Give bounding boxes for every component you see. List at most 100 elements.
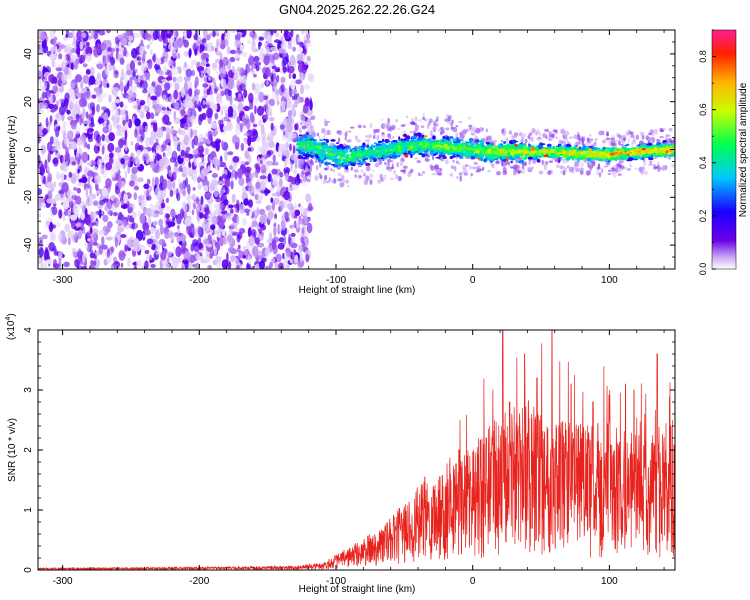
signal-fringe (397, 127, 400, 131)
signal-fringe (308, 168, 312, 174)
noise-blob (55, 112, 62, 122)
signal-fringe (390, 160, 394, 163)
noise-blob (300, 72, 304, 82)
noise-blob (219, 67, 227, 79)
noise-blob (254, 87, 259, 95)
signal-fringe (555, 164, 560, 168)
noise-blob (267, 211, 274, 220)
noise-blob (290, 232, 296, 237)
noise-blob (301, 64, 307, 74)
noise-blob (229, 49, 237, 55)
noise-blob (192, 226, 196, 237)
noise-blob (129, 206, 133, 213)
noise-blob (146, 44, 150, 49)
noise-blob (161, 78, 168, 83)
noise-blob (249, 98, 254, 110)
noise-blob (144, 229, 151, 236)
noise-blob (301, 176, 307, 186)
noise-blob (115, 124, 122, 130)
noise-blob (73, 104, 81, 115)
noise-blob (194, 48, 198, 56)
noise-blob (120, 76, 123, 85)
noise-blob (161, 106, 166, 111)
noise-blob (74, 258, 80, 268)
noise-blob (71, 161, 77, 166)
signal-fringe (341, 174, 345, 181)
noise-blob (102, 126, 108, 134)
noise-blob (191, 69, 195, 77)
noise-blob (273, 72, 277, 83)
noise-blob (50, 232, 56, 242)
signal-fringe (620, 143, 624, 147)
signal-fringe (551, 157, 556, 161)
noise-blob (274, 46, 278, 53)
noise-blob (234, 141, 240, 150)
noise-blob (252, 129, 259, 140)
signal-fringe (468, 165, 472, 170)
noise-blob (264, 67, 271, 78)
noise-blob (103, 55, 110, 65)
signal-fringe (385, 164, 389, 167)
noise-blob (86, 41, 90, 48)
noise-blob (262, 32, 265, 38)
noise-blob (258, 91, 265, 103)
noise-blob (266, 160, 274, 166)
noise-blob (183, 61, 187, 68)
signal-fringe (371, 169, 375, 172)
noise-blob (291, 236, 296, 243)
noise-blob (292, 73, 297, 80)
noise-blob (114, 237, 118, 248)
noise-blob (38, 199, 41, 209)
noise-blob (184, 157, 189, 163)
noise-blob (294, 99, 298, 108)
noise-blob (147, 58, 153, 70)
signal-fringe (531, 128, 536, 134)
noise-blob (252, 123, 258, 128)
noise-blob (128, 35, 134, 42)
noise-blob (58, 98, 65, 104)
noise-blob (280, 124, 285, 130)
noise-blob (199, 48, 203, 54)
signal-fringe (387, 117, 391, 124)
noise-blob (279, 36, 283, 41)
noise-blob (187, 126, 191, 138)
noise-blob (38, 213, 42, 218)
noise-blob (127, 238, 133, 248)
noise-blob (292, 46, 296, 52)
noise-blob (120, 262, 124, 268)
noise-blob (154, 186, 161, 198)
signal-fringe (350, 126, 355, 129)
noise-blob (152, 151, 156, 160)
noise-blob (41, 234, 48, 240)
noise-blob (171, 171, 177, 181)
noise-blob (81, 253, 86, 264)
noise-blob (182, 189, 186, 197)
noise-blob (242, 51, 248, 58)
noise-blob (159, 224, 164, 235)
noise-blob (255, 65, 260, 72)
noise-blob (77, 94, 81, 99)
noise-blob (107, 47, 113, 52)
signal-fringe (515, 163, 518, 169)
noise-blob (297, 36, 300, 43)
noise-blob (235, 199, 240, 211)
noise-blob (264, 265, 272, 269)
noise-blob (71, 30, 75, 38)
noise-blob (268, 116, 275, 122)
noise-blob (258, 228, 263, 234)
noise-blob (48, 103, 55, 110)
noise-blob (200, 52, 207, 62)
signal-cell (319, 139, 324, 142)
noise-blob (155, 84, 163, 95)
noise-blob (298, 244, 303, 254)
noise-blob (147, 96, 151, 108)
noise-blob (303, 60, 310, 65)
signal-fringe (538, 131, 542, 137)
noise-blob (57, 251, 63, 261)
noise-blob (272, 154, 276, 163)
signal-fringe (632, 135, 636, 142)
noise-blob (67, 208, 72, 220)
noise-blob (288, 73, 292, 79)
signal-fringe (309, 159, 313, 164)
